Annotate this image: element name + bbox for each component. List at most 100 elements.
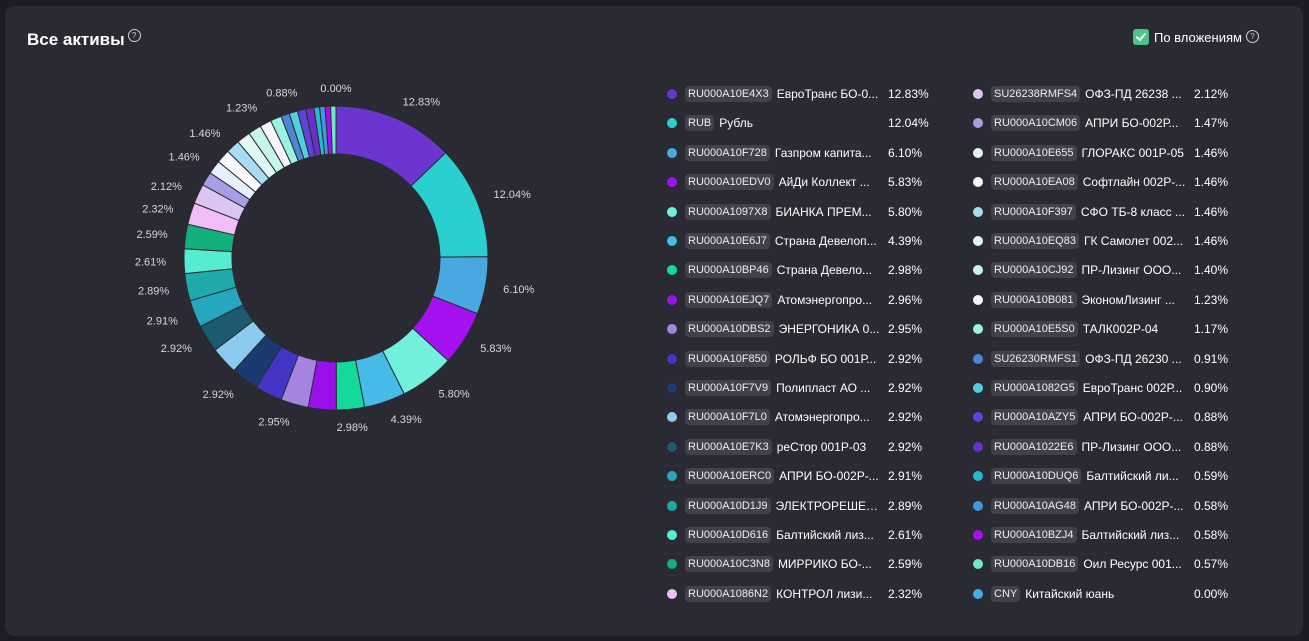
legend-item[interactable]: RU000A10F7V9 Полипласт АО ...: [667, 378, 870, 398]
legend-item[interactable]: RU000A10CM06 АПРИ БО-002Р...: [973, 113, 1178, 133]
legend-item[interactable]: RU000A10F728 Газпром капита...: [667, 143, 872, 163]
legend-color-dot: [973, 412, 983, 423]
slice-data-label: 12.04%: [493, 189, 531, 201]
legend-percent: 0.91%: [1194, 351, 1229, 366]
title-text: Все активы: [27, 30, 125, 49]
legend-item[interactable]: RU000A10DUQ6 Балтийский ли...: [973, 466, 1179, 486]
asset-code-tag: RU000A10ERC0: [685, 468, 775, 485]
asset-name: ГК Самолет 002...: [1083, 234, 1184, 248]
legend-item[interactable]: RU000A1097X8 БИАНКА ПРЕМ...: [667, 202, 872, 222]
help-icon[interactable]: ?: [1245, 30, 1259, 43]
slice-data-label: 5.80%: [438, 389, 469, 401]
legend-item[interactable]: RU000A10D616 Балтийский лиз...: [667, 525, 874, 545]
legend-item[interactable]: RU000A1086N2 КОНТРОЛ лизи...: [667, 584, 872, 604]
legend-item[interactable]: RU000A10EJQ7 Атомэнергопро...: [667, 290, 872, 310]
legend-item[interactable]: RU000A10EA08 Софтлайн 002Р-...: [973, 172, 1185, 192]
legend-item[interactable]: RU000A10E7K3 реСтор 001Р-03: [667, 437, 866, 457]
legend-percent: 12.83%: [888, 87, 929, 101]
slice-data-label: 0.88%: [266, 87, 297, 99]
legend-item[interactable]: RU000A10C3N8 МИРРИКО БО-...: [667, 554, 872, 574]
legend-item[interactable]: RU000A10F397 СФО ТБ-8 класс ...: [973, 202, 1185, 222]
by-investment-toggle[interactable]: По вложениям ?: [1133, 29, 1259, 45]
asset-name: ЭкономЛизинг ...: [1081, 292, 1175, 307]
legend-percent: 2.98%: [888, 263, 923, 278]
asset-code-tag: RU000A10F7V9: [685, 380, 772, 396]
legend-color-dot: [667, 236, 677, 246]
donut-slice-ru000a10db16[interactable]: [330, 105, 337, 155]
legend-item[interactable]: RU000A10E6J7 Страна Девелоп...: [667, 231, 877, 251]
legend-item[interactable]: RUB Рубль: [667, 113, 753, 133]
asset-name: МИРРИКО БО-...: [777, 557, 872, 572]
slice-data-label: 2.92%: [161, 343, 192, 355]
legend-item[interactable]: RU000A10E4X3 ЕвроТранс БО-0...: [667, 84, 878, 104]
slice-data-label: 2.32%: [142, 203, 173, 215]
legend-color-dot: [667, 559, 677, 570]
legend-percent: 2.91%: [888, 469, 923, 484]
legend-color-dot: [973, 294, 983, 305]
legend-item[interactable]: RU000A10E655 ГЛОРАКС 001Р-05: [973, 143, 1184, 163]
legend-item[interactable]: RU000A10BP46 Страна Девело...: [667, 260, 872, 280]
legend-item[interactable]: RU000A10BZJ4 Балтийский лиз...: [973, 525, 1179, 545]
asset-name: БИАНКА ПРЕМ...: [775, 204, 872, 219]
legend-color-dot: [973, 324, 983, 335]
legend-color-dot: [667, 500, 677, 511]
legend-percent: 0.00%: [1194, 586, 1229, 601]
donut-slice-ru000a10d616[interactable]: [183, 248, 234, 275]
legend-color-dot: [973, 353, 983, 364]
legend-percent: 2.95%: [888, 322, 923, 337]
legend-color-dot: [973, 206, 983, 217]
legend-percent: 2.92%: [888, 381, 923, 395]
legend-item[interactable]: RU000A1082G5 ЕвроТранс 002Р...: [973, 378, 1182, 398]
asset-name: Рубль: [719, 116, 753, 131]
checkbox-checked-icon[interactable]: [1133, 29, 1149, 45]
asset-name: ТАЛК002Р-04: [1082, 322, 1159, 337]
legend-percent: 2.92%: [888, 439, 923, 454]
slice-data-label: 2.12%: [151, 181, 182, 193]
legend-color-dot: [667, 471, 677, 482]
legend-item[interactable]: CNY Китайский юань: [973, 584, 1114, 604]
legend-item[interactable]: RU000A10B081 ЭкономЛизинг ...: [973, 290, 1175, 310]
asset-name: АПРИ БО-002Р-...: [779, 469, 879, 484]
asset-name: АПРИ БО-002Р-...: [1083, 498, 1184, 513]
legend-item[interactable]: RU000A10ERC0 АПРИ БО-002Р-...: [667, 466, 879, 486]
legend-item[interactable]: RU000A10AG48 АПРИ БО-002Р-...: [973, 496, 1184, 516]
legend-color-dot: [973, 118, 983, 129]
legend-item[interactable]: RU000A10CJ92 ПР-Лизинг ООО...: [973, 260, 1181, 280]
asset-code-tag: RUB: [685, 115, 715, 132]
legend-item[interactable]: SU26238RMFS4 ОФЗ-ПД 26238 ...: [973, 84, 1182, 104]
legend-item[interactable]: RU000A10DB16 Оил Ресурс 001...: [973, 554, 1182, 574]
slice-data-label: 6.10%: [503, 284, 534, 296]
asset-code-tag: RU000A10EQ83: [991, 233, 1079, 249]
legend-color-dot: [667, 530, 677, 540]
legend-item[interactable]: RU000A1022E6 ПР-Лизинг ООО...: [973, 437, 1181, 457]
legend-item[interactable]: RU000A10EDV0 АйДи Коллект ...: [667, 172, 870, 192]
legend-percent: 0.88%: [1194, 439, 1229, 454]
legend-percent: 1.46%: [1194, 234, 1229, 248]
legend-percent: 0.88%: [1194, 410, 1229, 425]
legend-item[interactable]: RU000A10AZY5 АПРИ БО-002Р-...: [973, 407, 1183, 427]
slice-data-label: 1.46%: [189, 128, 220, 140]
legend-item[interactable]: RU000A10F7L0 Атомэнергопро...: [667, 407, 870, 427]
asset-name: КОНТРОЛ лизи...: [776, 586, 873, 601]
asset-code-tag: SU26238RMFS4: [991, 86, 1081, 102]
asset-code-tag: RU000A10E655: [991, 144, 1077, 161]
asset-code-tag: SU26230RMFS1: [991, 350, 1081, 367]
legend-item[interactable]: RU000A10DBS2 ЭНЕРГОНИКА 0...: [667, 319, 879, 339]
asset-name: ГЛОРАКС 001Р-05: [1081, 145, 1184, 160]
legend-percent: 0.58%: [1194, 528, 1229, 542]
slice-data-label: 2.91%: [147, 315, 178, 327]
asset-code-tag: RU000A10D616: [685, 527, 772, 543]
legend-item[interactable]: RU000A10E5S0 ТАЛК002Р-04: [973, 319, 1158, 339]
asset-name: ЭЛЕКТРОРЕШЕН...: [775, 498, 883, 513]
legend-item[interactable]: SU26230RMFS1 ОФЗ-ПД 26230 ...: [973, 349, 1182, 369]
legend-item[interactable]: RU000A10D1J9 ЭЛЕКТРОРЕШЕН...: [667, 496, 882, 516]
legend-percent: 1.40%: [1194, 263, 1229, 278]
help-icon[interactable]: ?: [127, 29, 141, 42]
asset-code-tag: RU000A1022E6: [991, 438, 1077, 455]
asset-name: ОФЗ-ПД 26230 ...: [1085, 351, 1182, 366]
legend-item[interactable]: RU000A10F850 РОЛЬФ БО 001Р...: [667, 349, 876, 369]
slice-data-label: 12.83%: [403, 97, 441, 109]
legend-percent: 1.23%: [1194, 292, 1229, 307]
legend-item[interactable]: RU000A10EQ83 ГК Самолет 002...: [973, 231, 1183, 251]
